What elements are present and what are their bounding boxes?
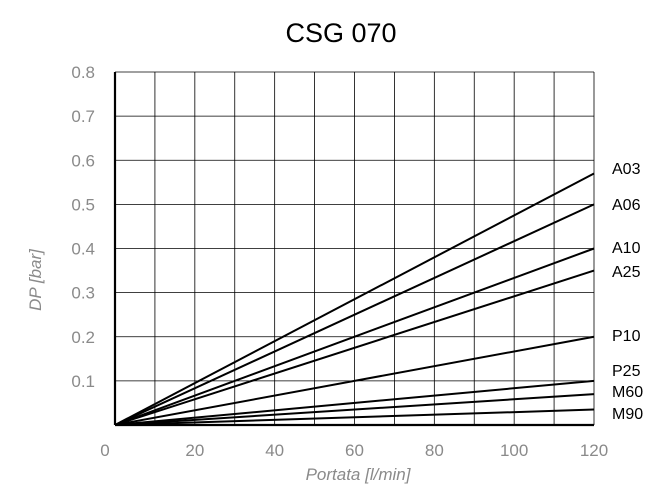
tick-labels: 0.1 0.2 0.3 0.4 0.5 0.6 0.7 0.8 0 20 40 60 80 100 120 (71, 63, 608, 460)
x-tick-label: 100 (500, 441, 528, 460)
y-axis-label: DP [bar] (26, 248, 45, 311)
series-label-a10: A10 (612, 240, 641, 257)
series-label-a25: A25 (612, 264, 641, 281)
series-labels: A03 A06 A10 A25 P10 P25 M60 M90 (612, 161, 643, 423)
series-line-m90 (114, 408, 595, 426)
x-axis-label: Portata [l/min] (306, 465, 412, 484)
series-line-p10 (114, 335, 595, 426)
series-label-a06: A06 (612, 197, 641, 214)
series-line-a25 (114, 269, 595, 426)
y-tick-label: 0.4 (71, 240, 95, 259)
x-tick-label: 40 (265, 441, 284, 460)
x-tick-label: 120 (580, 441, 608, 460)
x-tick-label: 60 (345, 441, 364, 460)
y-tick-label: 0.1 (71, 372, 95, 391)
x-tick-label: 80 (425, 441, 444, 460)
series-lines (114, 172, 595, 426)
y-tick-label: 0.5 (71, 195, 95, 214)
series-line-a06 (114, 203, 595, 426)
y-tick-label: 0.7 (71, 107, 95, 126)
y-tick-label: 0.2 (71, 328, 95, 347)
series-label-a03: A03 (612, 161, 641, 178)
series-label-p10: P10 (612, 328, 641, 345)
y-tick-label: 0.8 (71, 63, 95, 82)
series-line-a10 (114, 247, 595, 426)
y-tick-label: 0.3 (71, 284, 95, 303)
series-label-m60: M60 (612, 384, 643, 401)
chart-title: CSG 070 (285, 18, 396, 48)
y-tick-label: 0.6 (71, 151, 95, 170)
x-tick-label: 20 (185, 441, 204, 460)
series-label-m90: M90 (612, 406, 643, 423)
grid (113, 71, 595, 427)
x-tick-label: 0 (100, 441, 109, 460)
series-line-m60 (114, 393, 595, 426)
series-label-p25: P25 (612, 363, 641, 380)
series-line-a03 (114, 172, 595, 426)
series-line-p25 (114, 379, 595, 426)
